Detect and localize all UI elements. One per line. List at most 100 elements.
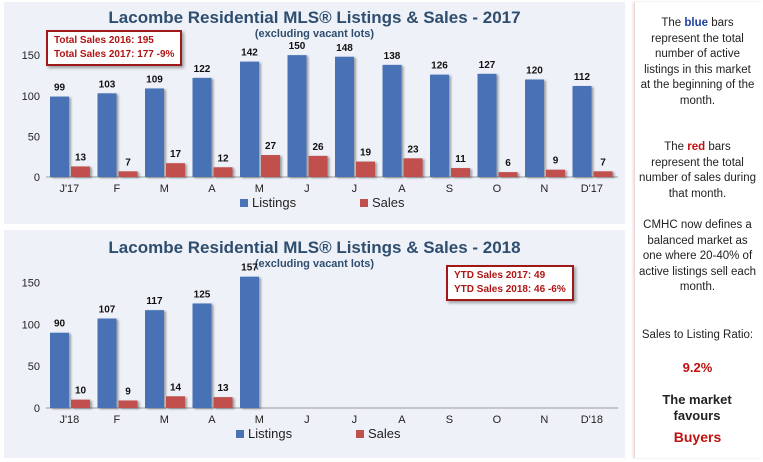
listings-data-label: 109 bbox=[146, 74, 163, 85]
x-tick-label: A bbox=[398, 414, 406, 426]
listings-bar bbox=[50, 332, 69, 408]
x-tick-label: J'17 bbox=[59, 183, 79, 195]
chart-subtitle-2018: (excluding vacant lots) bbox=[254, 258, 375, 270]
listings-bar bbox=[572, 86, 592, 177]
sales-bar bbox=[308, 155, 328, 177]
x-tick-label: O bbox=[493, 414, 502, 426]
red-word: red bbox=[687, 141, 706, 153]
sales-data-label: 19 bbox=[360, 148, 372, 159]
sidebar-text: The bbox=[664, 141, 688, 153]
sales-bar bbox=[546, 169, 565, 177]
sales-bar bbox=[213, 167, 233, 177]
sales-to-listing-ratio: 9.2% bbox=[682, 360, 713, 375]
sales-bar bbox=[71, 399, 90, 408]
chart-subtitle-2017: (excluding vacant lots) bbox=[254, 28, 375, 40]
annotation-box-2017: Total Sales 2016: 195 Total Sales 2017: … bbox=[46, 30, 183, 66]
listings-bar bbox=[192, 303, 212, 408]
listings-data-label: 120 bbox=[526, 66, 543, 77]
x-tick-label: A bbox=[208, 414, 216, 426]
sales-data-label: 6 bbox=[505, 158, 511, 169]
listings-bar bbox=[145, 310, 164, 408]
chart-svg-2017: 0 50 100 150 J'17 99 13 F 103 7 M 109 17 A 122 12 M 142 27… bbox=[22, 41, 618, 210]
market-favours-label: The market favours bbox=[662, 392, 732, 423]
sales-data-label: 13 bbox=[217, 383, 229, 394]
legend-swatch-listings bbox=[240, 199, 248, 207]
chart-title-2017: Lacombe Residential MLS® Listings & Sale… bbox=[108, 8, 521, 27]
sales-data-label: 9 bbox=[553, 156, 559, 167]
sales-bar bbox=[498, 172, 518, 177]
listings-bar bbox=[50, 96, 69, 177]
sales-data-label: 13 bbox=[75, 152, 87, 163]
chart-svg-2018: 0 50 100 150 J'18 90 10 F 107 9 M 117 14 A 125 13 M 157 J J… bbox=[22, 263, 618, 441]
x-tick-label: O bbox=[493, 183, 502, 195]
y-tick-label: 0 bbox=[34, 172, 40, 184]
x-tick-label: A bbox=[398, 183, 406, 195]
chart-panel-2017: Lacombe Residential MLS® Listings & Sale… bbox=[4, 2, 625, 224]
x-tick-label: D'17 bbox=[581, 183, 603, 195]
listings-bar bbox=[97, 93, 117, 177]
legend-label-sales: Sales bbox=[368, 426, 401, 441]
blue-word: blue bbox=[684, 17, 709, 29]
sales-data-label: 10 bbox=[75, 386, 87, 397]
listings-data-label: 150 bbox=[289, 41, 306, 52]
legend-label-listings: Listings bbox=[248, 426, 293, 441]
legend-label-listings: Listings bbox=[252, 195, 297, 210]
y-tick-label: 0 bbox=[34, 403, 40, 415]
sidebar-text: bars represent the total number of activ… bbox=[640, 17, 755, 107]
annotation-line: YTD Sales 2017: 49 bbox=[454, 270, 546, 281]
listings-data-label: 103 bbox=[99, 79, 116, 90]
y-tick-label: 150 bbox=[22, 50, 40, 62]
y-tick-label: 100 bbox=[22, 91, 40, 103]
listings-data-label: 107 bbox=[99, 305, 116, 316]
x-tick-label: S bbox=[446, 183, 453, 195]
x-tick-label: J'18 bbox=[59, 414, 79, 426]
sales-bar bbox=[166, 396, 185, 408]
sales-bar bbox=[403, 158, 423, 177]
annotation-line: Total Sales 2017: 177 -9% bbox=[54, 49, 175, 60]
listings-data-label: 99 bbox=[54, 83, 66, 94]
sidebar-text: bars represent the total number of sales… bbox=[639, 141, 756, 200]
listings-bar bbox=[240, 61, 259, 177]
listings-bar bbox=[287, 55, 307, 177]
listings-bar bbox=[97, 318, 117, 408]
sales-bar bbox=[356, 161, 375, 177]
chart-title-2018: Lacombe Residential MLS® Listings & Sale… bbox=[108, 238, 521, 257]
sales-bar bbox=[593, 171, 613, 177]
listings-bar bbox=[382, 64, 402, 177]
y-tick-label: 50 bbox=[28, 361, 40, 373]
y-tick-label: 100 bbox=[22, 319, 40, 331]
sales-bar bbox=[118, 400, 138, 408]
listings-data-label: 157 bbox=[241, 263, 258, 274]
listings-data-label: 90 bbox=[54, 319, 66, 330]
x-tick-label: J bbox=[352, 183, 358, 195]
x-tick-label: F bbox=[114, 414, 121, 426]
sales-data-label: 11 bbox=[455, 154, 466, 165]
sales-bar bbox=[166, 163, 185, 177]
x-tick-label: N bbox=[540, 183, 548, 195]
y-tick-label: 50 bbox=[28, 131, 40, 143]
sidebar-ratio-label: Sales to Listing Ratio: bbox=[641, 329, 754, 341]
x-tick-label: N bbox=[540, 414, 548, 426]
x-tick-label: D'18 bbox=[581, 414, 603, 426]
chart-panel-2018: Lacombe Residential MLS® Listings & Sale… bbox=[4, 230, 625, 458]
legend-swatch-sales bbox=[360, 199, 368, 207]
legend-swatch-sales bbox=[356, 430, 364, 438]
sidebar-paragraph-blue: The blue bars represent the total number… bbox=[639, 16, 756, 109]
annotation-box-2018: YTD Sales 2017: 49 YTD Sales 2018: 46 -6… bbox=[446, 265, 574, 301]
sales-bar bbox=[213, 397, 233, 408]
listings-bar bbox=[145, 88, 164, 177]
sales-data-label: 12 bbox=[217, 153, 229, 164]
sales-data-label: 9 bbox=[125, 386, 131, 397]
listings-data-label: 138 bbox=[384, 51, 401, 62]
listings-bar bbox=[335, 56, 354, 177]
x-tick-label: J bbox=[304, 414, 310, 426]
annotation-line: Total Sales 2016: 195 bbox=[54, 35, 154, 46]
y-tick-label: 150 bbox=[22, 278, 40, 290]
x-tick-label: F bbox=[114, 183, 121, 195]
sales-data-label: 17 bbox=[170, 149, 182, 160]
sidebar-text: The bbox=[661, 17, 685, 29]
sales-data-label: 7 bbox=[600, 157, 606, 168]
sales-data-label: 7 bbox=[125, 157, 131, 168]
sales-data-label: 14 bbox=[170, 382, 182, 393]
x-tick-label: M bbox=[255, 414, 264, 426]
